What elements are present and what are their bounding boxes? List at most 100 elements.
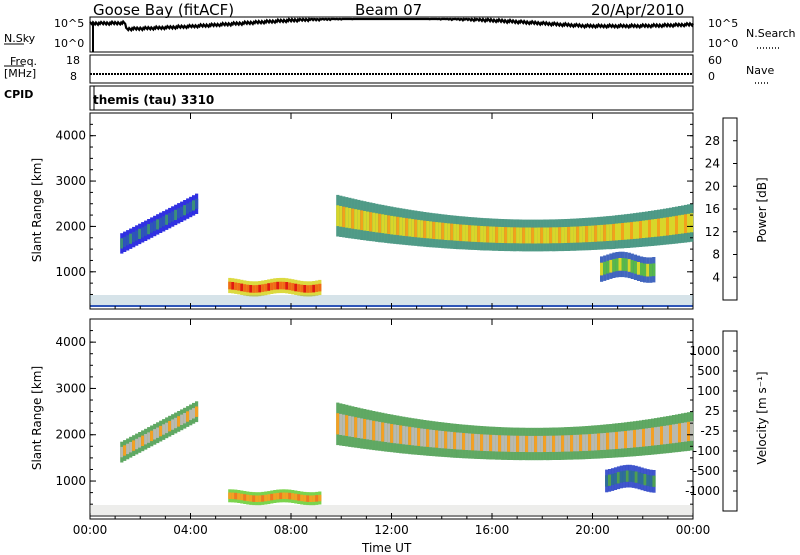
power-echo-core-cell (342, 206, 346, 228)
velocity-echo-core-cell (177, 416, 181, 427)
velocity-ytick-label: 4000 (55, 335, 86, 349)
freq-unit-label: [MHz] (4, 67, 37, 80)
velocity-echo-core-cell (646, 474, 650, 487)
power-echo-core-cell (297, 284, 301, 292)
power-echo-core-cell (627, 259, 631, 272)
velocity-echo-core-cell (273, 493, 277, 500)
power-echo-core-cell (171, 211, 175, 222)
power-echo-core-cell (258, 284, 262, 293)
velocity-echo-core-cell (306, 495, 310, 502)
velocity-echo-core-cell (171, 419, 175, 430)
velocity-echo-core-cell (588, 434, 592, 451)
power-echo-core-cell (351, 208, 355, 229)
velocity-echo-core-cell (285, 492, 289, 500)
velocity-echo-core-cell (381, 422, 385, 442)
power-echo-core-cell (369, 212, 373, 232)
velocity-echo-core-cell (591, 433, 595, 451)
nsearch-tick-high: 10^5 (708, 17, 739, 30)
velocity-echo-core-cell (423, 428, 427, 447)
velocity-echo-core-cell (168, 421, 172, 432)
nsky-trace (89, 17, 694, 33)
velocity-echo-core-cell (555, 435, 559, 452)
velocity-echo-core-cell (672, 424, 676, 444)
power-echo-core-cell (594, 225, 598, 242)
velocity-echo-core-cell (643, 474, 647, 486)
velocity-echo-core-cell (618, 431, 622, 449)
velocity-echo-core-cell (234, 492, 238, 500)
velocity-echo-core-cell (605, 475, 609, 487)
nsky-label: N.Sky (4, 32, 36, 45)
power-echo-core-cell (546, 227, 550, 244)
power-echo-core-cell (624, 258, 628, 272)
xtick-label: 08:00 (274, 523, 309, 537)
velocity-echo-core-cell (258, 495, 262, 502)
velocity-echo-core-cell (516, 435, 520, 452)
power-echo-core-cell (646, 263, 650, 277)
power-echo-core-cell (408, 218, 412, 237)
power-echo-core-cell (549, 227, 553, 244)
power-echo-core-cell (156, 219, 160, 230)
power-echo-core-cell (150, 222, 154, 233)
power-echo-core-cell (414, 219, 418, 238)
power-echo-core-cell (627, 222, 631, 240)
power-echo-core-cell (396, 216, 400, 236)
velocity-echo-core-cell (228, 492, 232, 499)
velocity-ytick-label: 1000 (55, 474, 86, 488)
power-echo-core-cell (480, 226, 484, 243)
power-echo-core-cell (126, 235, 130, 246)
cpid-value: themis (tau) 3310 (93, 93, 215, 107)
velocity-echo-core-cell (141, 435, 145, 446)
power-echo-core-cell (285, 282, 289, 290)
velocity-echo-core-cell (637, 472, 641, 484)
power-echo-core-cell (603, 261, 607, 275)
velocity-echo-core-cell (666, 425, 670, 444)
power-echo-core-cell (609, 259, 613, 273)
velocity-echo-core-cell (399, 425, 403, 444)
velocity-echo-core-cell (420, 428, 424, 447)
velocity-echo-core-cell (495, 435, 499, 452)
power-echo-core-cell (630, 260, 634, 273)
power-echo-core-cell (378, 213, 382, 233)
velocity-echo-core-cell (375, 421, 379, 441)
velocity-echo-core-cell (657, 426, 661, 445)
power-echo-core-cell (687, 213, 691, 233)
velocity-echo-core-cell (636, 429, 640, 448)
velocity-echo-core-cell (513, 435, 517, 452)
velocity-echo-core-cell (345, 415, 349, 436)
velocity-echo-core-cell (378, 421, 382, 442)
velocity-echo-core-cell (631, 470, 635, 483)
beam-title: Beam 07 (355, 1, 423, 19)
power-echo-core-cell (597, 225, 601, 242)
power-echo-core-cell (675, 215, 679, 235)
velocity-echo-core-cell (687, 421, 691, 442)
power-echo-core-cell (444, 223, 448, 240)
power-echo-core-cell (492, 226, 496, 243)
velocity-echo-core-cell (342, 414, 346, 436)
power-echo-core-cell (249, 285, 253, 293)
power-echo-core-cell (417, 219, 421, 238)
velocity-echo-core-cell (246, 494, 250, 502)
power-echo-core-cell (438, 222, 442, 240)
power-echo-core-cell (279, 281, 283, 290)
velocity-echo-core-cell (318, 494, 322, 502)
velocity-echo-core-cell (369, 420, 373, 440)
velocity-echo-core-cell (447, 431, 451, 449)
velocity-echo-core-cell (438, 430, 442, 449)
power-echo-core-cell (660, 218, 664, 237)
velocity-echo-core-cell (498, 435, 502, 452)
power-echo-core-cell (186, 203, 190, 214)
velocity-ytick-label: 3000 (55, 381, 86, 395)
power-echo-core-cell (525, 227, 529, 244)
nsky-tick-low: 10^0 (54, 37, 85, 50)
velocity-colorbar-tick-label: -25 (700, 424, 720, 438)
velocity-echo-core-cell (426, 429, 430, 447)
power-echo-core-cell (354, 209, 358, 230)
velocity-colorbar-tick-label: 25 (705, 404, 720, 418)
velocity-echo-core-cell (480, 434, 484, 451)
velocity-echo-core-cell (681, 422, 685, 442)
velocity-echo-core-cell (336, 413, 340, 435)
power-echo-core-cell (243, 284, 247, 292)
velocity-echo-core-cell (640, 473, 644, 485)
velocity-echo-core-cell (384, 422, 388, 442)
power-echo-core-cell (630, 222, 634, 240)
